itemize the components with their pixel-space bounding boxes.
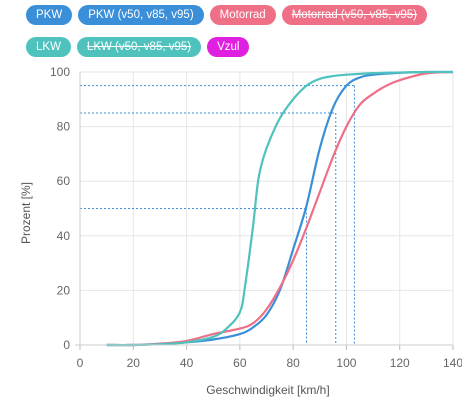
y-axis-title: Prozent [%] xyxy=(19,182,33,244)
series-lines xyxy=(106,70,454,347)
y-tick-label: 40 xyxy=(57,229,71,243)
axes: Geschwindigkeit [km/h] Prozent [%] 0 20 40… xyxy=(19,65,462,397)
series-line-pkw xyxy=(106,70,454,347)
x-tick-label: 140 xyxy=(443,356,462,370)
y-tick-label: 80 xyxy=(57,120,71,134)
legend-row-1: PKW PKW (v50, v85, v95) Motorrad Motorra… xyxy=(26,5,427,25)
series-line-lkw xyxy=(106,70,454,347)
x-tick-label: 20 xyxy=(127,356,141,370)
series-line-motorrad xyxy=(106,70,454,347)
legend-row-2: LKW LKW (v50, v85, v95) Vzul xyxy=(26,37,250,57)
reference-lines xyxy=(80,85,355,345)
grid xyxy=(79,71,454,346)
x-tick-label: 100 xyxy=(336,356,356,370)
x-axis-title: Geschwindigkeit [km/h] xyxy=(206,383,329,397)
legend-chip-pkw-quantiles[interactable]: PKW (v50, v85, v95) xyxy=(78,5,204,25)
y-tick-label: 60 xyxy=(57,174,71,188)
legend-chip-lkw-quantiles[interactable]: LKW (v50, v85, v95) xyxy=(76,37,202,57)
x-tick-label: 0 xyxy=(77,356,84,370)
x-tick-label: 60 xyxy=(233,356,247,370)
x-tick-label: 120 xyxy=(390,356,410,370)
x-tick-label: 40 xyxy=(180,356,194,370)
y-tick-label: 0 xyxy=(63,338,70,352)
legend-chip-vzul[interactable]: Vzul xyxy=(207,37,250,57)
legend-chip-pkw[interactable]: PKW xyxy=(26,5,73,25)
legend-chip-motorrad-quantiles[interactable]: Motorrad (v50, v85, v95) xyxy=(281,5,427,25)
legend-chip-lkw[interactable]: LKW xyxy=(26,37,71,57)
y-tick-label: 20 xyxy=(57,283,71,297)
y-tick-label: 100 xyxy=(50,65,70,79)
x-tick-label: 80 xyxy=(286,356,300,370)
legend-chip-motorrad[interactable]: Motorrad xyxy=(209,5,276,25)
